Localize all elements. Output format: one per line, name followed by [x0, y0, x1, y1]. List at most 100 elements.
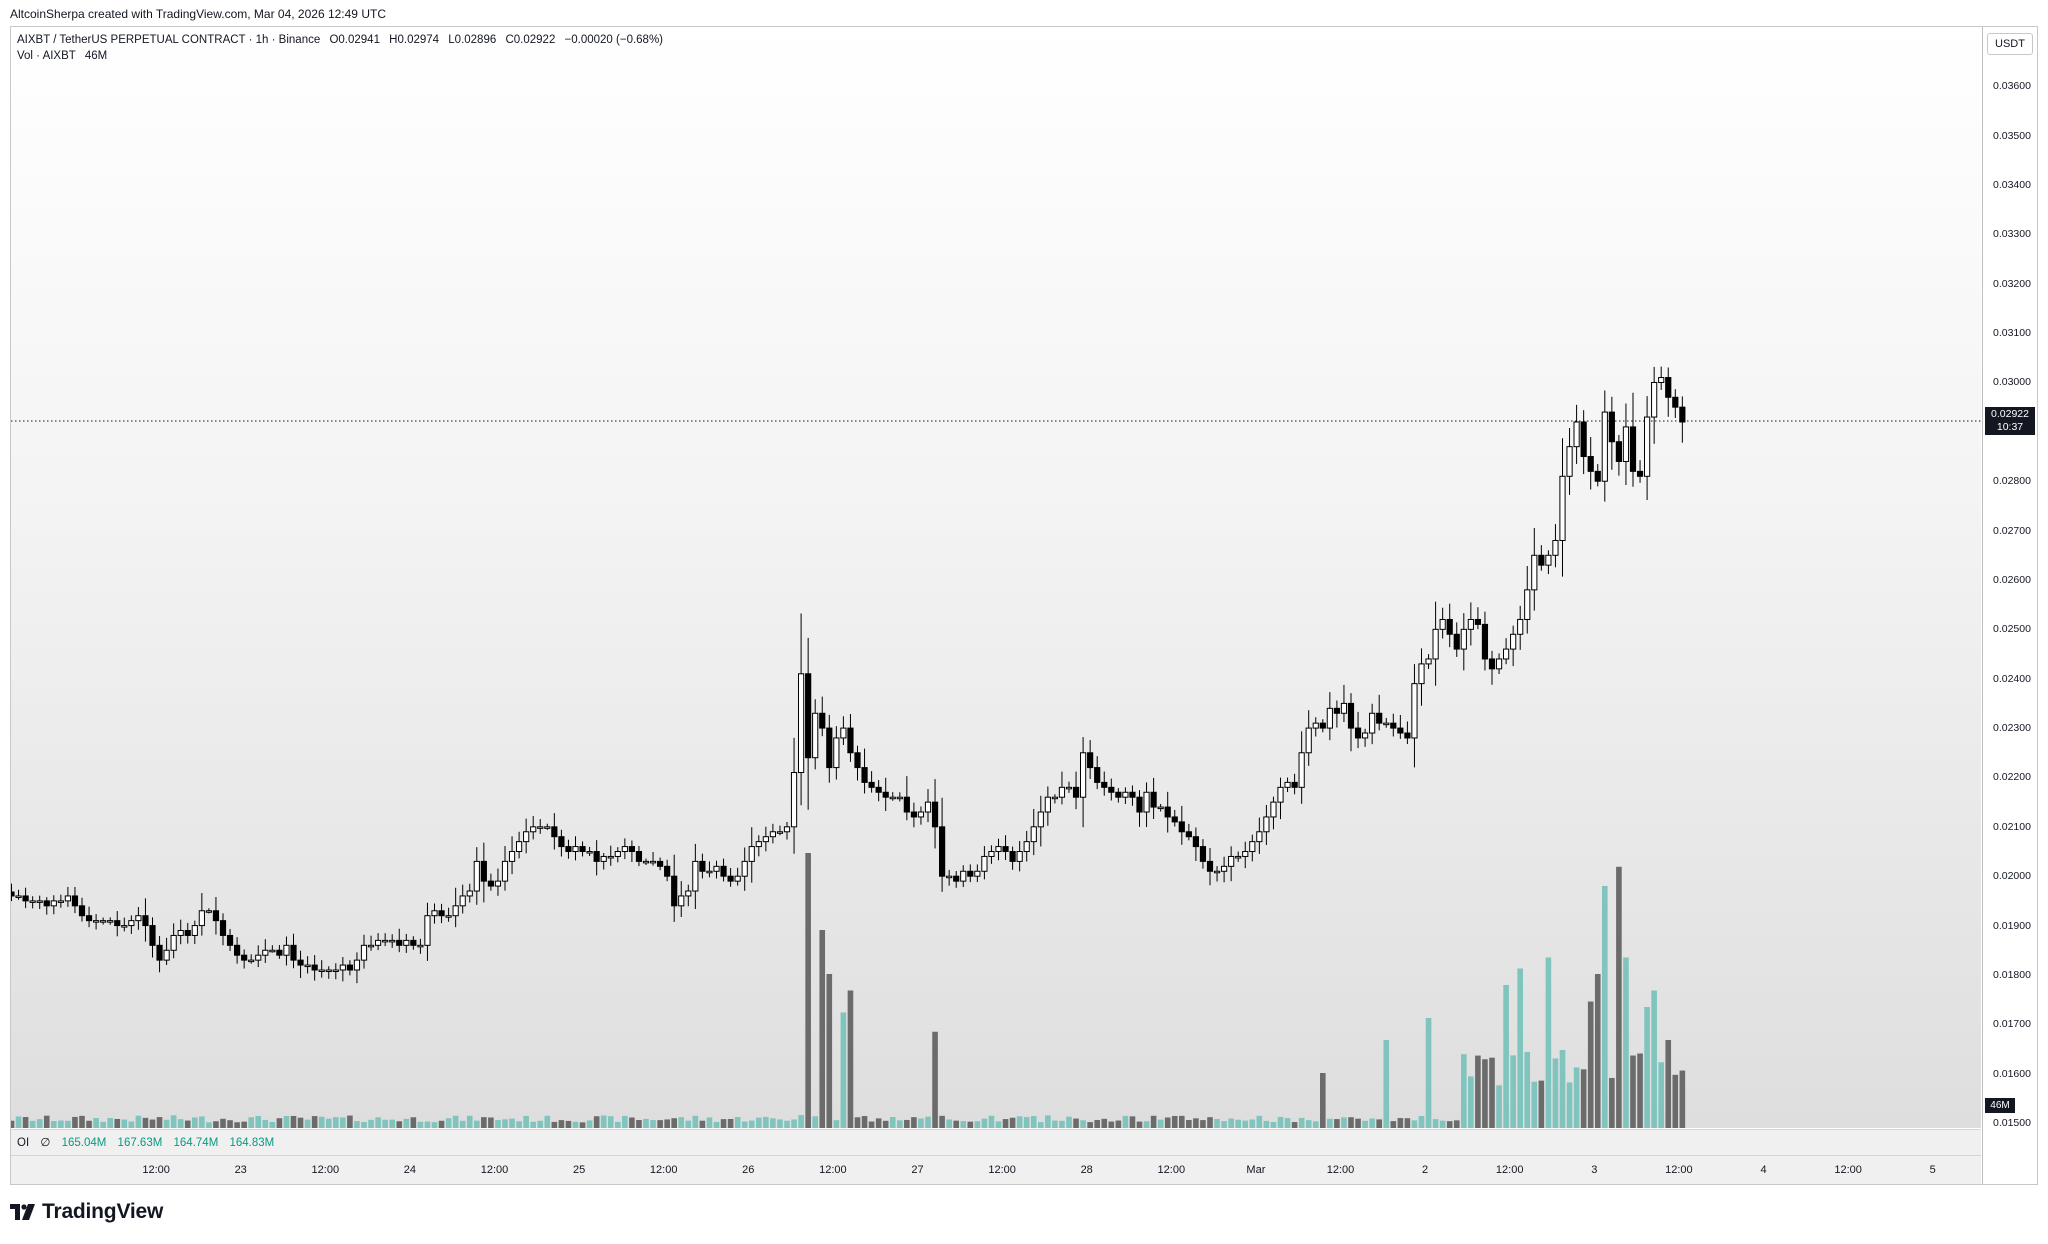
candle-body	[635, 851, 643, 862]
candle-body	[226, 934, 234, 946]
candle-body	[311, 964, 318, 971]
candle-body	[1644, 416, 1651, 477]
chart-frame[interactable]: AIXBT / TetherUS PERPETUAL CONTRACT · 1h…	[10, 26, 2038, 1185]
volume-bar	[523, 1115, 529, 1128]
candle-body	[85, 915, 93, 922]
volume-bar	[1087, 1122, 1093, 1128]
candle-body	[1171, 816, 1178, 823]
candle-body	[1397, 727, 1404, 734]
tradingview-logo[interactable]: TradingView	[10, 1200, 163, 1224]
candle-body	[748, 846, 755, 862]
volume-bar	[1411, 1120, 1418, 1128]
candle-body	[1178, 821, 1185, 833]
legend-volume-label[interactable]: Vol · AIXBT	[17, 50, 76, 62]
candle-body	[177, 930, 184, 936]
volume-bar	[424, 1121, 431, 1128]
candle-body	[1446, 618, 1453, 635]
candle-body	[184, 930, 191, 936]
candle-body	[812, 712, 819, 759]
candle-body	[1531, 554, 1538, 591]
candle-body	[833, 737, 840, 769]
volume-bar	[1362, 1120, 1368, 1128]
legend-high-label: H	[389, 34, 398, 46]
candle-body	[487, 880, 494, 887]
volume-bar	[403, 1118, 410, 1128]
candle-body	[903, 796, 910, 813]
volume-bar	[1242, 1120, 1249, 1128]
candle-body	[473, 860, 480, 892]
volume-bar	[347, 1115, 353, 1128]
candle-body	[297, 959, 304, 966]
volume-bar	[1531, 1081, 1538, 1128]
candle-body	[995, 846, 1002, 853]
candle-body	[1284, 781, 1291, 788]
price-tick-label: 0.02400	[1993, 672, 2031, 685]
volume-bar	[1637, 1053, 1643, 1128]
chart-legend: AIXBT / TetherUS PERPETUAL CONTRACT · 1h…	[17, 32, 663, 64]
volume-bar	[276, 1118, 283, 1128]
volume-bar	[1009, 1117, 1016, 1128]
price-axis[interactable]: USDT 0.02922 10:37 46M 0.03600 0.03500 0.0…	[1982, 27, 2037, 1184]
legend-symbol[interactable]: AIXBT / TetherUS PERPETUAL CONTRACT	[17, 34, 246, 46]
candle-body	[1108, 786, 1115, 793]
candle-body	[776, 831, 784, 834]
volume-bar	[86, 1120, 92, 1128]
candle-body	[93, 920, 100, 923]
volume-bar	[234, 1122, 240, 1128]
volume-bar	[537, 1120, 544, 1128]
volume-bar	[551, 1121, 558, 1128]
price-tick-label: 0.02300	[1993, 722, 2031, 735]
volume-bar	[269, 1122, 276, 1128]
volume-bar	[925, 1116, 931, 1128]
volume-bar	[22, 1117, 29, 1128]
candle-body	[981, 855, 988, 872]
time-tick-label: 3	[1591, 1164, 1598, 1176]
candle-body	[741, 860, 748, 877]
volume-bar	[1284, 1118, 1291, 1128]
legend-interval[interactable]: 1h	[255, 34, 269, 46]
candle-body	[1136, 796, 1143, 813]
candle-body	[1094, 767, 1101, 783]
currency-unit-button[interactable]: USDT	[1987, 33, 2033, 55]
candle-body	[657, 860, 664, 867]
candle-body	[1157, 806, 1164, 810]
candle-body	[424, 915, 431, 946]
candle-body	[1023, 841, 1030, 853]
open-interest-legend: OI ∅ 165.04M 167.63M 164.74M 164.83M	[17, 1135, 282, 1149]
time-tick-label: Mar	[1246, 1164, 1266, 1176]
candle-body	[248, 959, 255, 963]
candle-body	[854, 752, 861, 769]
candle-body	[720, 865, 727, 877]
legend-exchange[interactable]: Binance	[278, 34, 321, 46]
candle-body	[671, 875, 678, 907]
volume-bar	[1193, 1118, 1199, 1128]
volume-bar	[255, 1115, 262, 1128]
legend-close-value: 0.02922	[513, 34, 556, 46]
volume-bar	[819, 930, 826, 1128]
volume-bar	[304, 1119, 311, 1128]
volume-bar	[1475, 1055, 1481, 1128]
candle-body	[600, 855, 607, 862]
volume-bar	[43, 1115, 50, 1128]
price-tick-label: 0.02100	[1993, 820, 2031, 833]
time-axis[interactable]: 12:00 23 12:00 24 12:00 25 12:00 26 12:00 27 12:00…	[11, 1155, 2031, 1184]
oi-label[interactable]: OI	[17, 1137, 30, 1149]
candle-body	[156, 944, 163, 961]
candle-body	[1256, 831, 1263, 843]
candle-body	[1517, 618, 1524, 635]
candle-body	[790, 772, 798, 828]
candle-body	[1566, 446, 1573, 477]
volume-bar	[368, 1119, 374, 1128]
candle-body	[783, 826, 791, 833]
price-pane[interactable]: AIXBT / TetherUS PERPETUAL CONTRACT · 1h…	[11, 27, 1981, 1128]
candle-body	[861, 767, 868, 783]
volume-bar	[1291, 1122, 1298, 1128]
volume-bar	[1482, 1059, 1488, 1128]
candle-body	[1333, 707, 1341, 714]
volume-bar	[1038, 1122, 1044, 1128]
volume-bar	[622, 1115, 628, 1128]
legend-change: −0.00020 (−0.68%)	[564, 34, 664, 46]
candle-body	[1009, 851, 1016, 862]
open-interest-pane[interactable]: OI ∅ 165.04M 167.63M 164.74M 164.83M	[11, 1129, 1981, 1155]
bar-countdown: 10:37	[1996, 420, 2024, 433]
